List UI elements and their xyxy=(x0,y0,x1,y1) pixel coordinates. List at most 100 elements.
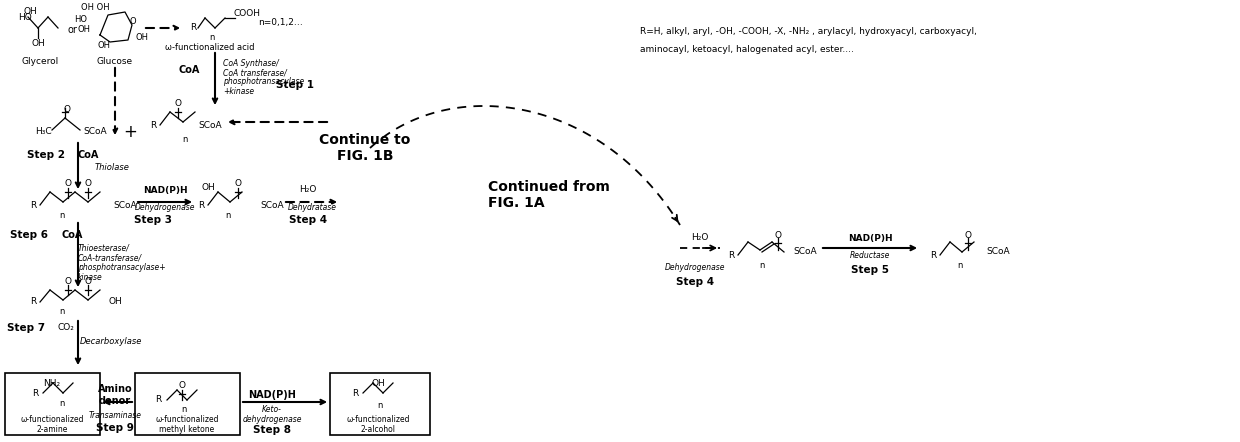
Text: ω-functionalized: ω-functionalized xyxy=(20,415,84,424)
Text: R: R xyxy=(30,201,36,210)
Text: H₂O: H₂O xyxy=(692,233,709,243)
Text: Thiolase: Thiolase xyxy=(95,164,130,172)
Text: Step 4: Step 4 xyxy=(289,215,327,225)
Text: R: R xyxy=(30,297,36,306)
Text: R: R xyxy=(190,23,196,33)
Bar xyxy=(330,373,430,435)
Text: Reductase: Reductase xyxy=(849,251,890,259)
Text: O: O xyxy=(179,381,186,390)
Text: O: O xyxy=(175,99,181,108)
Text: SCoA: SCoA xyxy=(986,248,1009,256)
Text: n: n xyxy=(182,136,187,145)
Text: n: n xyxy=(60,308,64,316)
Text: O: O xyxy=(64,278,72,286)
Text: CoA: CoA xyxy=(179,65,200,75)
Text: OH OH: OH OH xyxy=(81,4,109,12)
Text: R: R xyxy=(32,389,38,397)
Text: n=0,1,2…: n=0,1,2… xyxy=(258,18,303,27)
Text: R: R xyxy=(198,201,205,210)
Text: n: n xyxy=(226,210,231,220)
Text: Dehydrogenase: Dehydrogenase xyxy=(665,263,725,273)
Text: Decarboxylase: Decarboxylase xyxy=(81,338,143,347)
Text: SCoA: SCoA xyxy=(794,248,817,256)
Text: dehydrogenase: dehydrogenase xyxy=(242,415,301,424)
Text: Transaminase: Transaminase xyxy=(88,412,141,420)
Text: Continued from
FIG. 1A: Continued from FIG. 1A xyxy=(489,180,610,210)
Text: O: O xyxy=(64,179,72,187)
Text: O: O xyxy=(63,106,71,114)
Text: O: O xyxy=(130,18,136,27)
Bar xyxy=(5,373,100,435)
Text: +kinase: +kinase xyxy=(223,87,254,95)
Text: Keto-: Keto- xyxy=(262,405,281,415)
Text: SCoA: SCoA xyxy=(260,201,284,210)
Text: Glucose: Glucose xyxy=(97,57,133,66)
Text: OH: OH xyxy=(202,183,216,193)
Text: n: n xyxy=(957,260,962,270)
Text: R: R xyxy=(352,389,358,397)
Text: CoA: CoA xyxy=(78,150,99,160)
Text: Step 8: Step 8 xyxy=(253,425,291,435)
Text: Step 2: Step 2 xyxy=(27,150,64,160)
Text: HO: HO xyxy=(74,15,87,24)
Text: OH: OH xyxy=(77,26,91,34)
Text: COOH: COOH xyxy=(233,9,260,19)
Text: n: n xyxy=(181,405,187,415)
Text: O: O xyxy=(775,230,781,240)
Text: n: n xyxy=(210,34,215,42)
Text: or: or xyxy=(67,25,77,35)
Text: OH: OH xyxy=(371,378,384,388)
Text: kinase: kinase xyxy=(78,274,103,282)
Text: R=H, alkyl, aryl, -OH, -COOH, -X, -NH₂ , arylacyl, hydroxyacyl, carboxyacyl,: R=H, alkyl, aryl, -OH, -COOH, -X, -NH₂ ,… xyxy=(640,27,977,37)
Text: Step 3: Step 3 xyxy=(134,215,172,225)
Text: 2-amine: 2-amine xyxy=(36,426,68,434)
Text: Step 9: Step 9 xyxy=(95,423,134,433)
Text: ω-functionalized: ω-functionalized xyxy=(155,415,218,424)
Text: Step 4: Step 4 xyxy=(676,277,714,287)
Text: O: O xyxy=(84,179,92,187)
Text: O: O xyxy=(84,278,92,286)
Text: R: R xyxy=(728,251,734,259)
Text: Step 1: Step 1 xyxy=(277,80,314,90)
Text: OH: OH xyxy=(31,39,45,49)
Text: NAD(P)H: NAD(P)H xyxy=(248,390,296,400)
Text: ω-functionalized acid: ω-functionalized acid xyxy=(165,43,254,53)
Text: CO₂: CO₂ xyxy=(58,324,74,332)
Text: Continue to
FIG. 1B: Continue to FIG. 1B xyxy=(320,133,410,163)
Text: OH: OH xyxy=(136,34,149,42)
Text: H₂O: H₂O xyxy=(299,186,316,194)
Text: Glycerol: Glycerol xyxy=(21,57,58,66)
Text: O: O xyxy=(234,179,242,187)
Text: O: O xyxy=(965,230,971,240)
Text: CoA-transferase/: CoA-transferase/ xyxy=(78,254,143,263)
Text: Dehydratase: Dehydratase xyxy=(288,203,336,213)
Text: Amino
donor: Amino donor xyxy=(98,384,133,406)
Text: CoA transferase/: CoA transferase/ xyxy=(223,69,286,77)
Text: OH: OH xyxy=(98,41,110,50)
Text: methyl ketone: methyl ketone xyxy=(160,426,215,434)
Text: Step 5: Step 5 xyxy=(851,265,889,275)
Text: HO: HO xyxy=(19,14,32,23)
Text: n: n xyxy=(377,400,383,409)
Text: CoA Synthase/: CoA Synthase/ xyxy=(223,60,279,69)
Text: Step 6: Step 6 xyxy=(10,230,48,240)
Bar xyxy=(135,373,241,435)
Text: SCoA: SCoA xyxy=(83,127,107,137)
Text: aminocayl, ketoacyl, halogenated acyl, ester....: aminocayl, ketoacyl, halogenated acyl, e… xyxy=(640,46,854,54)
Text: phosphotransacylase+: phosphotransacylase+ xyxy=(78,263,166,273)
Text: n: n xyxy=(60,399,64,408)
Text: n: n xyxy=(759,260,765,270)
Text: Step 7: Step 7 xyxy=(7,323,45,333)
Text: OH: OH xyxy=(24,7,37,15)
Text: n: n xyxy=(60,210,64,220)
Text: SCoA: SCoA xyxy=(113,201,136,210)
Text: 2-alcohol: 2-alcohol xyxy=(361,426,396,434)
Text: R: R xyxy=(155,396,161,404)
Text: R: R xyxy=(930,251,936,259)
Text: R: R xyxy=(150,121,156,130)
Text: Thioesterase/: Thioesterase/ xyxy=(78,244,130,252)
Text: ω-functionalized: ω-functionalized xyxy=(346,415,409,424)
Text: CoA: CoA xyxy=(62,230,83,240)
Text: phosphotransacylase: phosphotransacylase xyxy=(223,77,304,87)
Text: +: + xyxy=(123,123,136,141)
